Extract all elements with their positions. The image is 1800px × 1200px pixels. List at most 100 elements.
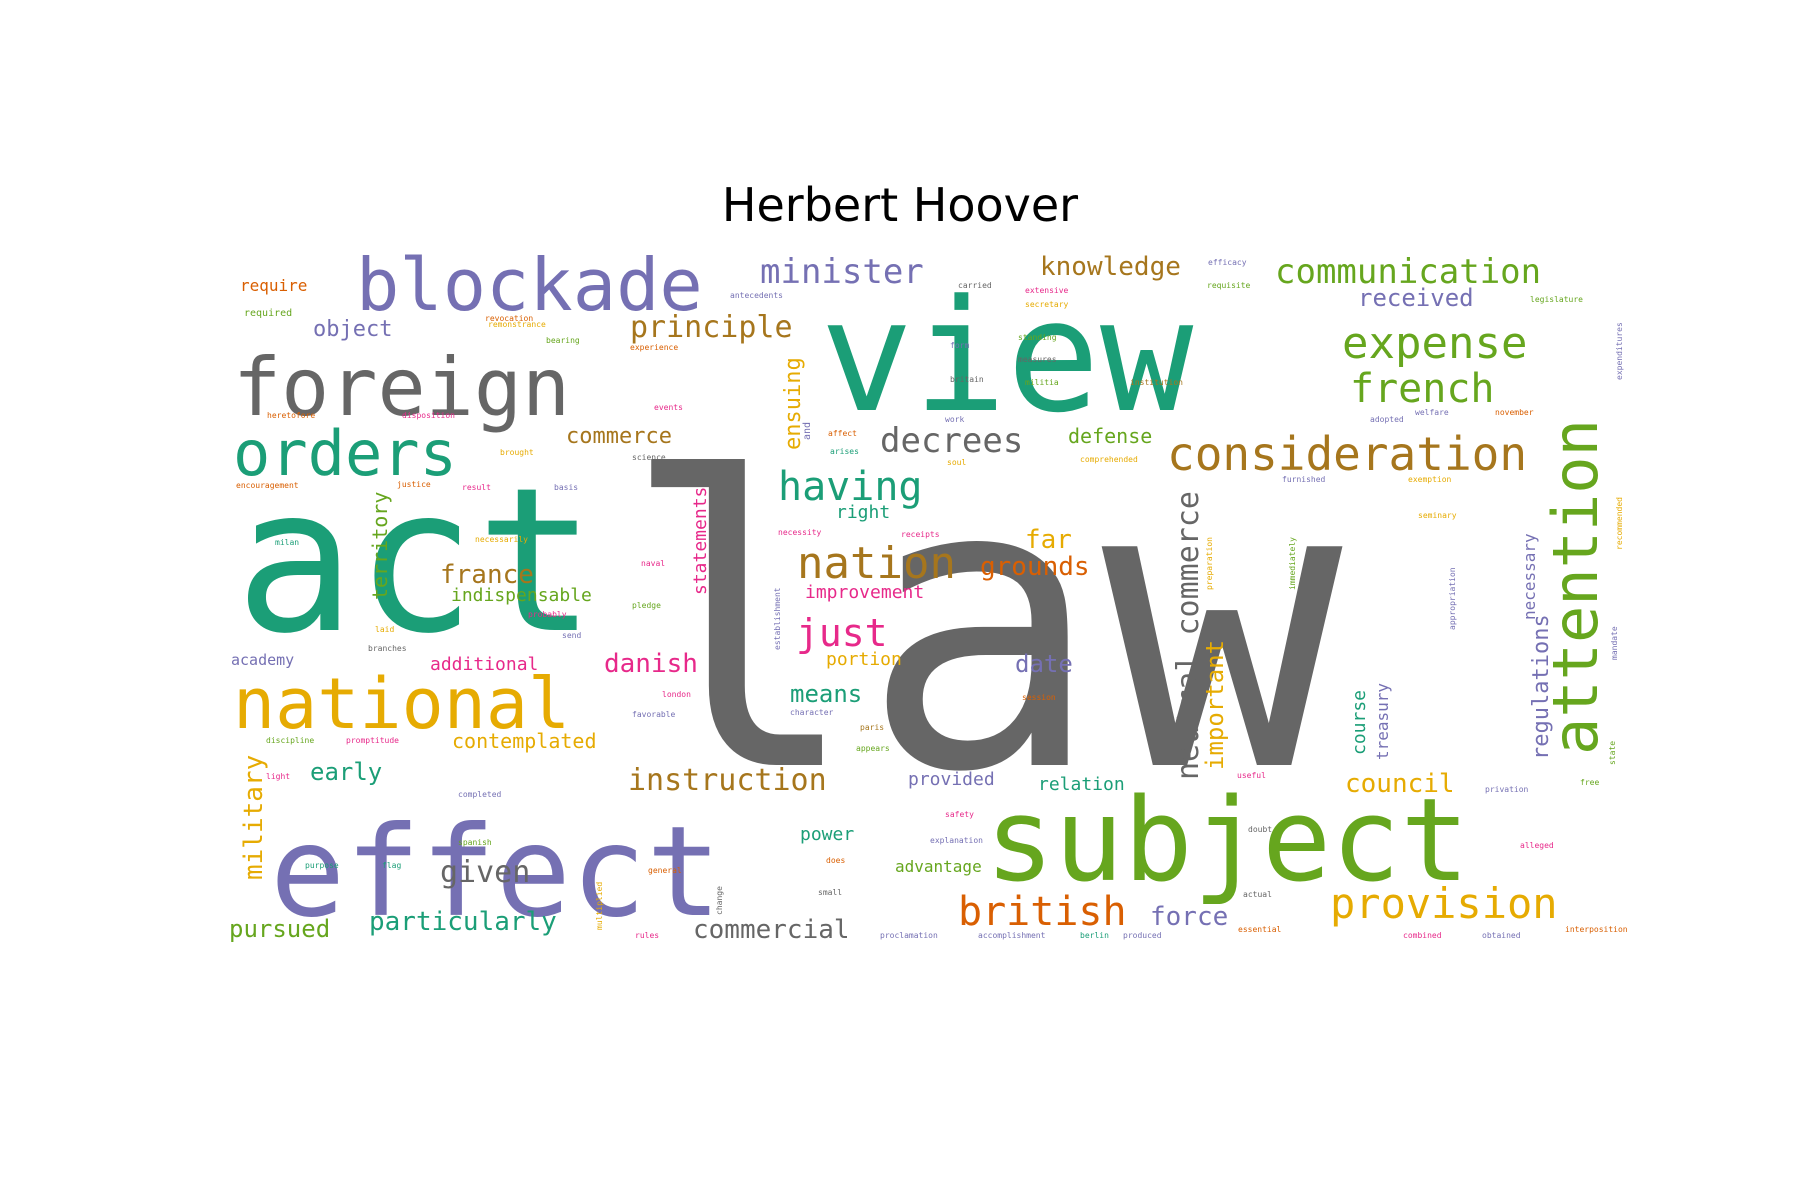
cloud-word-pursued: pursued	[229, 915, 330, 943]
cloud-word-improvement: improvement	[805, 582, 924, 603]
cloud-word-interposition: interposition	[1565, 925, 1628, 934]
cloud-word-heretofore: heretofore	[267, 411, 315, 420]
cloud-word-expenditures: expenditures	[1615, 322, 1624, 380]
cloud-word-appears: appears	[856, 744, 890, 753]
cloud-word-remonstrance: remonstrance	[488, 320, 546, 329]
cloud-word-alleged: alleged	[1520, 841, 1554, 850]
cloud-word-brought: brought	[500, 448, 534, 457]
cloud-word-britain: britain	[950, 375, 984, 384]
cloud-word-purpose: purpose	[305, 861, 339, 870]
cloud-word-does: does	[826, 856, 845, 865]
cloud-word-provision: provision	[1330, 879, 1558, 928]
cloud-word-subject: subject	[985, 774, 1470, 908]
cloud-word-defense: defense	[1068, 424, 1152, 448]
cloud-word-revocation: revocation	[485, 314, 533, 323]
cloud-word-seminary: seminary	[1418, 511, 1457, 520]
cloud-word-safety: safety	[945, 810, 974, 819]
cloud-word-obtained: obtained	[1482, 931, 1521, 940]
cloud-word-military: military	[239, 755, 269, 880]
cloud-word-spanish: spanish	[458, 838, 492, 847]
cloud-word-right: right	[836, 502, 890, 523]
cloud-word-explanation: explanation	[930, 836, 983, 845]
cloud-word-naval: naval	[641, 559, 665, 568]
cloud-word-expense: expense	[1342, 318, 1527, 369]
cloud-word-arises: arises	[830, 447, 859, 456]
cloud-word-november: november	[1495, 408, 1534, 417]
cloud-word-work: work	[945, 415, 964, 424]
cloud-word-receipts: receipts	[901, 530, 940, 539]
cloud-word-regulations: regulations	[1529, 614, 1554, 760]
cloud-word-basis: basis	[554, 483, 578, 492]
cloud-word-promptitude: promptitude	[346, 736, 399, 745]
cloud-word-act: act	[235, 445, 596, 678]
cloud-word-commercial: commercial	[693, 915, 850, 945]
cloud-word-light: light	[266, 772, 290, 781]
cloud-word-general: general	[648, 866, 682, 875]
cloud-word-french: french	[1350, 366, 1495, 412]
cloud-word-and: and	[802, 422, 813, 440]
cloud-word-militia: militia	[1025, 378, 1059, 387]
cloud-word-portion: portion	[826, 649, 902, 670]
cloud-word-additional: additional	[430, 654, 538, 675]
cloud-word-required: required	[244, 308, 292, 319]
cloud-word-grounds: grounds	[980, 552, 1090, 582]
cloud-word-useful: useful	[1237, 771, 1266, 780]
cloud-word-france: france	[440, 560, 534, 590]
cloud-word-experience: experience	[630, 343, 678, 352]
cloud-word-favorable: favorable	[632, 710, 676, 719]
cloud-word-welfare: welfare	[1415, 408, 1449, 417]
cloud-word-academy: academy	[231, 651, 294, 669]
cloud-word-completed: completed	[458, 790, 502, 799]
cloud-word-law: law	[620, 395, 1345, 860]
cloud-word-actual: actual	[1243, 890, 1272, 899]
cloud-word-treasury: treasury	[1373, 683, 1392, 760]
cloud-word-nation: nation	[797, 538, 956, 589]
cloud-word-standing: standing	[1018, 333, 1057, 342]
cloud-word-territory: territory	[368, 492, 392, 600]
cloud-word-effect: effect	[270, 800, 722, 945]
cloud-word-adopted: adopted	[1370, 415, 1404, 424]
cloud-word-institution: institution	[1130, 378, 1183, 387]
cloud-word-session: session	[1022, 693, 1056, 702]
cloud-word-british: british	[958, 889, 1127, 935]
cloud-word-having: having	[778, 464, 923, 510]
cloud-word-attention: attention	[1539, 419, 1612, 755]
cloud-word-require: require	[240, 276, 307, 295]
cloud-word-exemption: exemption	[1408, 475, 1452, 484]
cloud-word-commerce: commerce	[566, 424, 672, 449]
cloud-word-paris: paris	[860, 723, 884, 732]
cloud-word-minister: minister	[760, 252, 924, 292]
cloud-word-branches: branches	[368, 644, 407, 653]
cloud-word-requisite: requisite	[1207, 281, 1251, 290]
cloud-word-comprehended: comprehended	[1080, 455, 1138, 464]
cloud-word-result: result	[462, 483, 491, 492]
cloud-word-combined: combined	[1403, 931, 1442, 940]
cloud-word-secretary: secretary	[1025, 300, 1069, 309]
cloud-word-appropriation: appropriation	[1448, 567, 1457, 630]
cloud-word-disposition: disposition	[402, 411, 455, 420]
cloud-word-send: send	[562, 631, 581, 640]
cloud-word-important: important	[1201, 640, 1229, 770]
cloud-word-produced: produced	[1123, 931, 1162, 940]
cloud-word-justice: justice	[397, 480, 431, 489]
cloud-word-soul: soul	[947, 458, 966, 467]
cloud-word-legislature: legislature	[1530, 295, 1583, 304]
cloud-word-efficacy: efficacy	[1208, 258, 1247, 267]
cloud-word-pledge: pledge	[632, 601, 661, 610]
cloud-word-power: power	[800, 824, 854, 845]
cloud-word-early: early	[310, 758, 382, 786]
cloud-word-decrees: decrees	[880, 421, 1023, 461]
cloud-word-doubt: doubt	[1248, 825, 1272, 834]
cloud-word-probably: probably	[528, 610, 567, 619]
cloud-word-multiplied: multiplied	[595, 882, 604, 930]
cloud-word-advantage: advantage	[895, 857, 982, 876]
cloud-word-affect: affect	[828, 429, 857, 438]
cloud-word-knowledge: knowledge	[1040, 252, 1181, 282]
cloud-word-state: state	[1608, 741, 1617, 765]
cloud-word-principle: principle	[630, 310, 793, 345]
cloud-word-foreign: foreign	[233, 341, 570, 434]
cloud-word-small: small	[818, 888, 842, 897]
cloud-word-proclamation: proclamation	[880, 931, 938, 940]
